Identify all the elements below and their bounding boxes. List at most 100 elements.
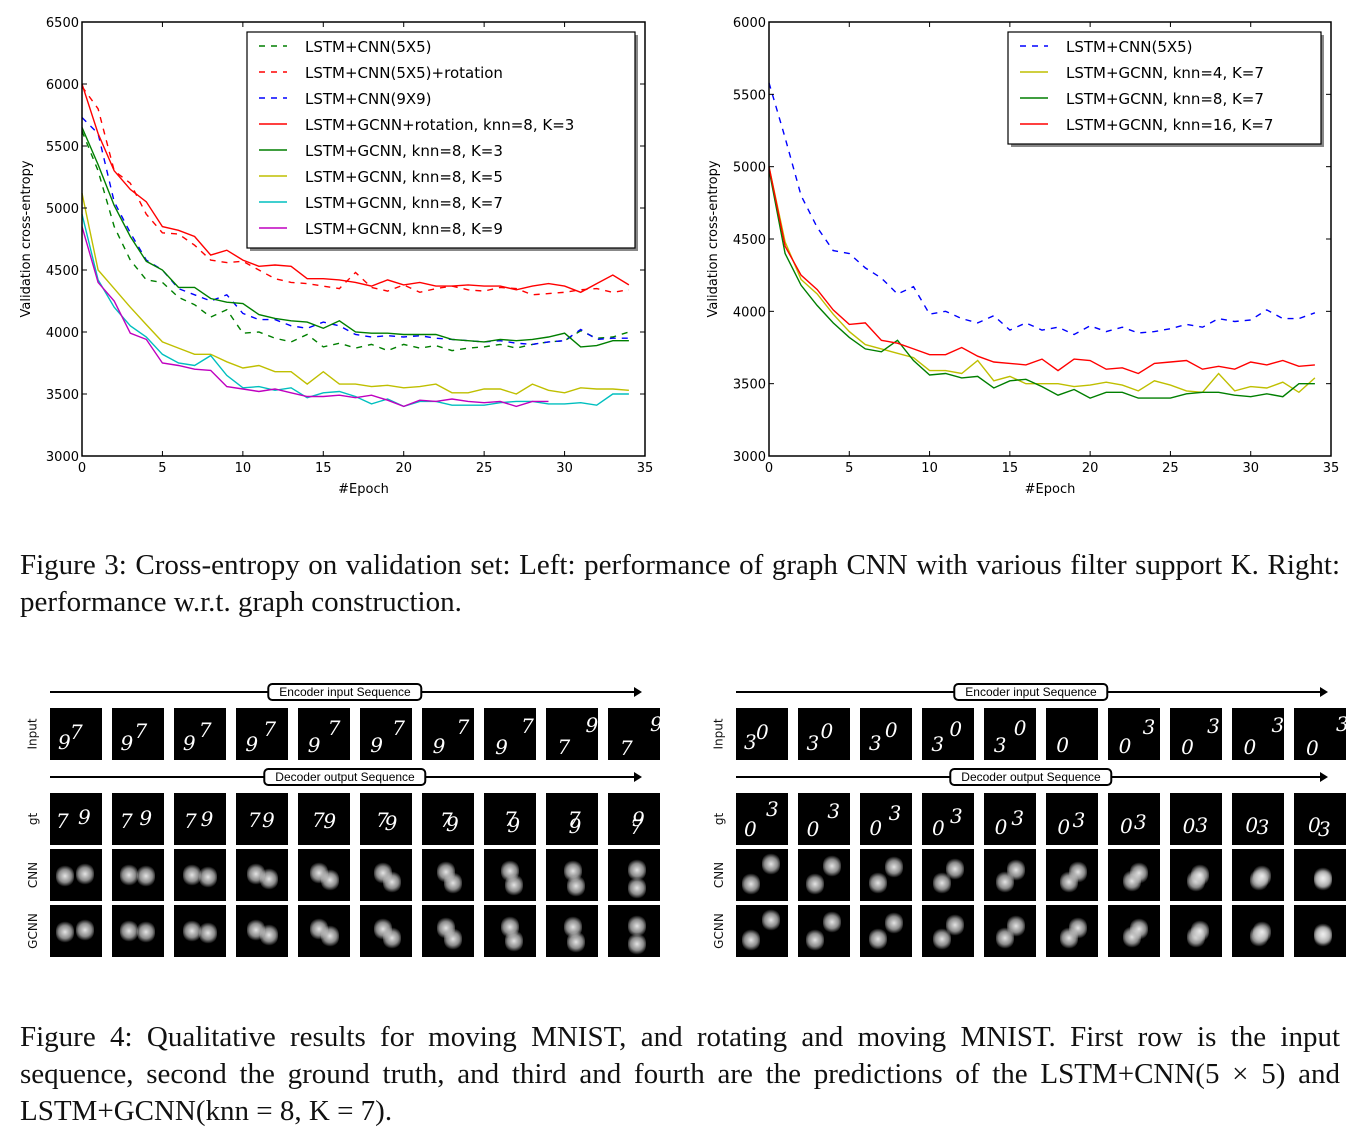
digit-glyph: 0	[1181, 734, 1194, 759]
prediction-blob	[1007, 859, 1026, 882]
legend-entry: LSTM+CNN(5X5)	[1066, 38, 1193, 56]
gcnn-frame	[112, 905, 164, 957]
encoder-arrow: Encoder input Sequence	[736, 683, 1328, 701]
digit-glyph: 0	[1243, 735, 1257, 760]
prediction-blob	[932, 871, 951, 894]
gcnn-frame	[860, 905, 912, 957]
digit-glyph: 3	[868, 731, 882, 756]
prediction-blob	[762, 909, 780, 931]
row-label-gcnn: GCNN	[26, 913, 41, 949]
prediction-blob	[183, 919, 202, 942]
y-tick-label: 3000	[733, 450, 766, 465]
x-tick-label: 0	[78, 461, 86, 476]
y-tick-label: 4000	[46, 326, 79, 341]
digit-glyph: 9	[307, 732, 321, 757]
digit-glyph: 0	[1013, 716, 1027, 741]
gcnn-frame	[236, 905, 288, 957]
prediction-blob	[628, 877, 646, 899]
gcnn-frame	[360, 905, 412, 957]
digit-glyph: 0	[1056, 733, 1069, 758]
cnn-frame	[860, 849, 912, 901]
row-label-cnn: CNN	[26, 861, 40, 889]
prediction-blob	[805, 928, 824, 951]
prediction-blob	[946, 857, 964, 880]
series-line-1	[81, 86, 630, 296]
series-line-5	[81, 192, 629, 395]
row-label-input: Input	[26, 718, 41, 750]
gcnn-frame	[736, 905, 788, 957]
cnn-frame	[50, 849, 102, 901]
digit-glyph: 7	[312, 808, 325, 833]
digit-glyph: 3	[1271, 712, 1284, 737]
digit-glyph: 0	[1120, 814, 1133, 839]
series-line-0	[81, 130, 630, 352]
prediction-blob	[56, 865, 74, 887]
legend	[246, 31, 636, 249]
digit-glyph: 3	[1207, 713, 1220, 738]
digit-glyph: 9	[78, 805, 91, 829]
digit-glyph: 9	[200, 807, 214, 832]
series-line-4	[81, 127, 629, 348]
digit-glyph: 7	[568, 807, 581, 832]
prediction-blob	[566, 931, 585, 954]
prediction-blob	[884, 856, 903, 879]
figure-4-caption: Figure 4: Qualitative results for moving…	[20, 1021, 1340, 1127]
y-tick-label: 6000	[46, 78, 79, 93]
gcnn-frame	[484, 905, 536, 957]
cnn-frame	[1170, 849, 1222, 901]
prediction-blob	[444, 872, 462, 895]
y-tick-label: 4500	[46, 264, 79, 279]
decoder-arrow: Decoder output Sequence	[736, 768, 1328, 786]
row-label-gt: gt	[25, 812, 40, 826]
gcnn-frame	[798, 905, 850, 957]
cnn-frame	[1046, 849, 1098, 901]
digit-glyph: 7	[70, 720, 83, 744]
digit-glyph: 7	[327, 716, 341, 741]
row-label-input: Input	[712, 718, 727, 750]
digit-glyph: 9	[384, 810, 398, 835]
digit-glyph: 7	[134, 719, 148, 744]
digit-glyph: 7	[392, 715, 405, 740]
digit-glyph: 3	[1142, 714, 1156, 739]
gcnn-frames	[736, 905, 1346, 957]
digit-glyph: 7	[263, 717, 277, 742]
digit-glyph: 3	[888, 801, 902, 826]
gcnn-frame	[1170, 905, 1222, 957]
gcnn-frame	[1046, 905, 1098, 957]
digit-glyph: 3	[1195, 812, 1209, 837]
cnn-frame	[236, 849, 288, 901]
digit-glyph: 7	[630, 815, 643, 839]
prediction-blob	[444, 928, 462, 951]
prediction-blob	[1191, 863, 1210, 886]
cnn-frame	[798, 849, 850, 901]
digit-glyph: 9	[245, 732, 259, 756]
prediction-blob	[198, 866, 217, 889]
digit-glyph: 7	[557, 735, 571, 760]
chart-left-filter-support: 0 5 10 15 20 25 30 35 3000 3500 4000 4500 5000 5500 60…	[19, 16, 653, 497]
y-tick-label: 4000	[733, 305, 766, 320]
digit-glyph: 0	[820, 719, 834, 744]
row-label-gcnn: GCNN	[712, 913, 727, 949]
digit-glyph: 7	[248, 808, 261, 833]
input-frames: 97979797979797977979	[50, 708, 660, 760]
digit-glyph: 7	[56, 809, 69, 833]
prediction-blob	[628, 933, 646, 955]
axes-frame	[81, 21, 646, 457]
prediction-blob	[1252, 921, 1271, 944]
prediction-blob	[884, 912, 903, 935]
y-axis-label: Validation cross-entropy	[706, 160, 721, 317]
y-tick-label: 5500	[46, 140, 79, 155]
